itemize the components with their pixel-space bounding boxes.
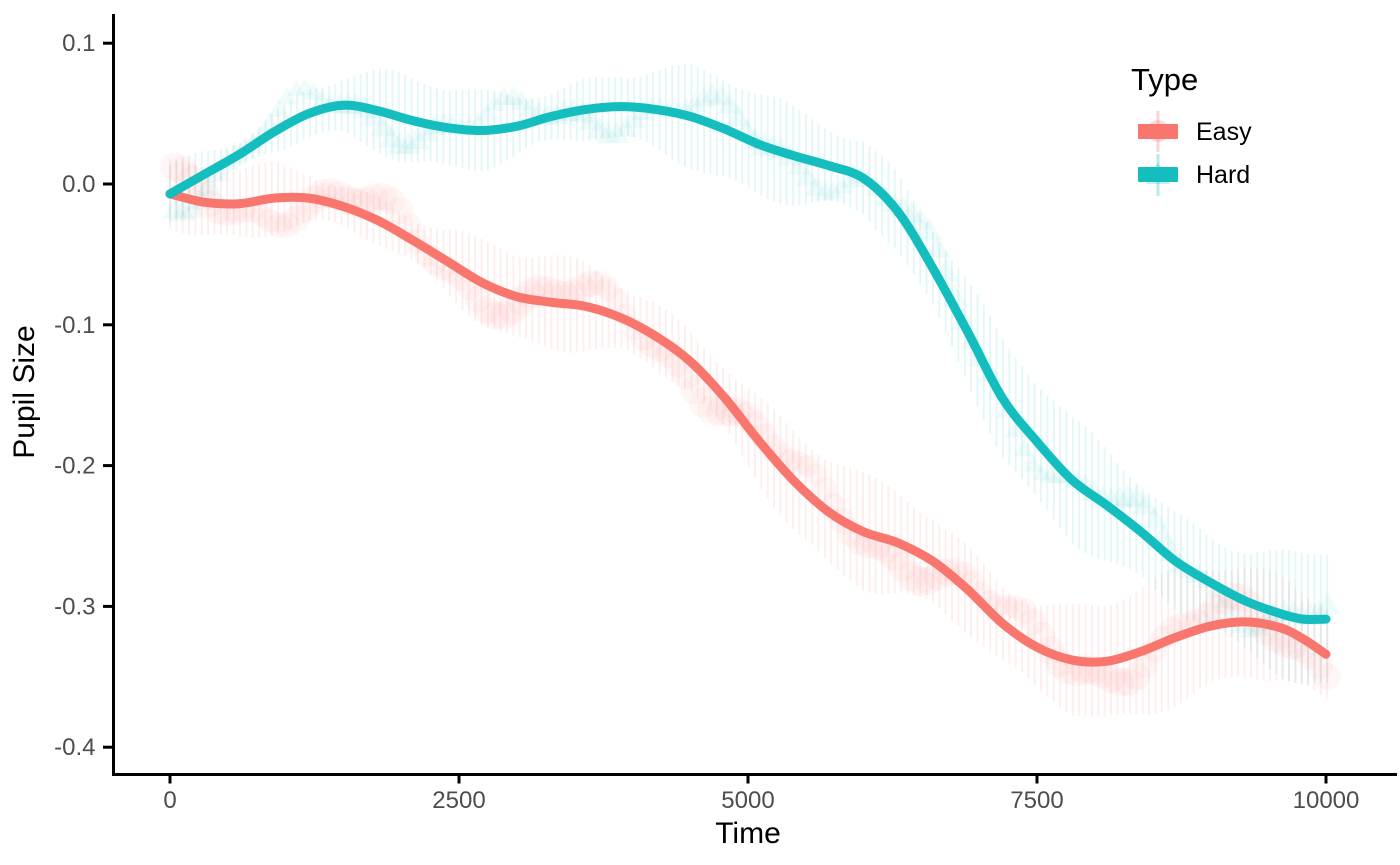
y-axis-title: Pupil Size: [8, 325, 41, 458]
x-axis-title: Time: [715, 817, 781, 850]
x-tick-label: 2500: [432, 787, 485, 814]
legend: Type Easy Hard: [1131, 62, 1252, 196]
x-tick-label: 5000: [721, 787, 774, 814]
x-tick-label: 10000: [1293, 787, 1360, 814]
x-tick-label: 7500: [1010, 787, 1063, 814]
easy-line-swatch: [1138, 124, 1178, 139]
y-tick-label: -0.3: [54, 593, 95, 620]
hard-line-swatch: [1138, 167, 1178, 182]
easy-smoothed-line: [165, 189, 1331, 667]
y-tick-label: -0.2: [54, 453, 95, 480]
x-tick-label: 0: [163, 787, 176, 814]
legend-item-easy: Easy: [1138, 111, 1252, 152]
axes-layer: 0 2500 5000 7500 10000 0.1 0.0 -0.1 -0.2 -0.3 -0.4: [54, 14, 1397, 814]
legend-label-easy: Easy: [1196, 118, 1252, 146]
y-tick-label: -0.4: [54, 734, 95, 761]
smoothed-lines-layer: [165, 100, 1331, 667]
y-tick-label: -0.1: [54, 312, 95, 339]
legend-item-hard: Hard: [1138, 154, 1250, 196]
legend-label-hard: Hard: [1196, 161, 1250, 189]
y-tick-label: 0.1: [62, 30, 95, 57]
error-bands-layer: [169, 64, 1329, 717]
hard-error-band: [169, 64, 1329, 685]
hard-smoothed-line: [165, 100, 1331, 624]
legend-title: Type: [1131, 62, 1198, 97]
y-tick-label: 0.0: [62, 171, 95, 198]
